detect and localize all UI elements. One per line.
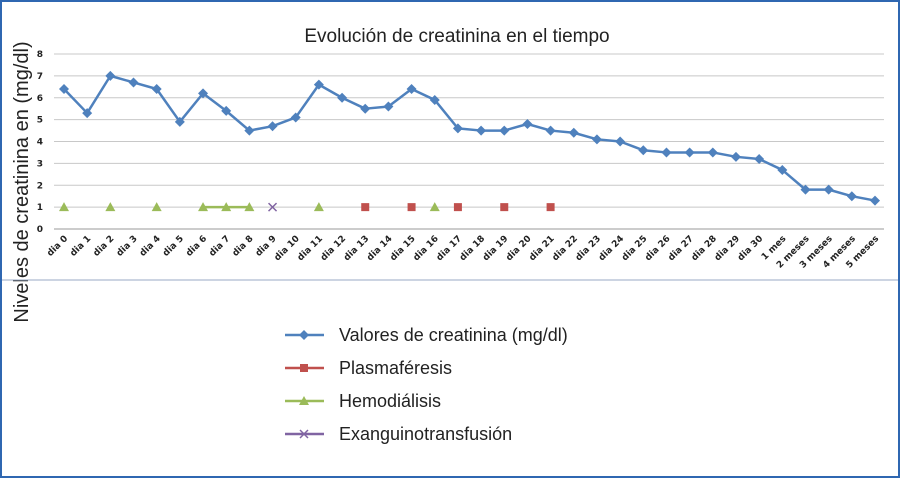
x-tick-label: dia 0 <box>45 234 70 259</box>
data-point <box>429 202 440 212</box>
data-point <box>105 202 116 212</box>
series <box>59 70 880 206</box>
data-point <box>499 125 510 136</box>
data-point <box>128 77 139 88</box>
y-tick-label: 6 <box>37 94 43 104</box>
data-point <box>82 108 93 119</box>
legend-label: Hemodiálisis <box>339 391 441 411</box>
data-point <box>707 147 718 158</box>
data-point <box>429 94 440 105</box>
data-point <box>299 396 309 405</box>
data-point <box>105 70 116 81</box>
data-point <box>361 203 370 212</box>
data-point <box>360 103 371 114</box>
data-point <box>299 330 309 340</box>
data-point <box>823 184 834 195</box>
y-tick-label: 0 <box>37 225 43 235</box>
legend-label: Exanguinotransfusión <box>339 424 512 444</box>
data-point <box>545 125 556 136</box>
y-tick-label: 8 <box>37 50 43 60</box>
y-tick-labels: 0 1 2 3 4 5 6 7 8 <box>37 50 43 235</box>
y-tick-label: 1 <box>37 203 43 213</box>
data-point <box>870 195 880 206</box>
series <box>268 202 278 212</box>
data-point <box>221 105 232 116</box>
data-point <box>754 154 765 164</box>
data-point <box>300 364 308 372</box>
y-tick-label: 7 <box>37 72 43 82</box>
data-point <box>591 134 602 145</box>
data-point <box>59 202 69 212</box>
data-point <box>452 123 463 134</box>
legend-item: Hemodiálisis <box>285 391 441 411</box>
y-tick-label: 5 <box>37 116 43 126</box>
data-point <box>267 121 278 132</box>
data-point <box>777 164 788 175</box>
x-tick-label: dia 4 <box>138 234 163 259</box>
y-tick-label: 2 <box>37 181 43 191</box>
chart-title: Evolución de creatinina en el tiempo <box>304 26 609 47</box>
data-point <box>290 112 301 123</box>
data-point <box>299 429 309 439</box>
x-tick-label: dia 5 <box>161 234 186 259</box>
x-tick-label: dia 7 <box>208 234 233 259</box>
y-tick-label: 4 <box>37 138 43 148</box>
data-point <box>453 203 462 212</box>
legend-item: Exanguinotransfusión <box>285 424 512 444</box>
x-tick-label: dia 1 <box>69 234 94 259</box>
series <box>59 202 440 212</box>
legend-item: Plasmaféresis <box>285 358 452 378</box>
legend-label: Valores de creatinina (mg/dl) <box>339 325 568 345</box>
data-point <box>337 92 348 103</box>
data-point <box>244 125 255 136</box>
x-tick-label: dia 3 <box>115 234 140 259</box>
data-point <box>383 101 394 112</box>
data-point <box>730 151 741 162</box>
data-point <box>476 125 487 136</box>
data-point <box>522 119 533 129</box>
y-axis-label: Niveles de creatinina en (mg/dl) <box>11 41 33 322</box>
x-tick-label: dia 30 <box>736 234 765 263</box>
data-point <box>406 84 417 94</box>
x-tick-label: dia 2 <box>92 234 117 259</box>
x-tick-label: dia 8 <box>231 234 256 259</box>
data-point <box>568 127 579 138</box>
legend: Valores de creatinina (mg/dl) Plasmaféres… <box>285 325 568 444</box>
x-tick-label: dia 6 <box>184 234 209 259</box>
series-line <box>63 74 876 202</box>
data-point <box>638 145 649 156</box>
data-point <box>800 184 811 195</box>
data-point <box>174 116 185 127</box>
data-point <box>268 202 278 212</box>
gridlines <box>54 53 884 230</box>
series <box>361 203 555 212</box>
data-point <box>500 203 509 212</box>
data-point <box>59 84 69 94</box>
data-point <box>313 202 324 212</box>
legend-label: Plasmaféresis <box>339 358 452 378</box>
data-point <box>407 203 416 212</box>
data-point <box>198 88 209 99</box>
data-point <box>684 147 695 158</box>
data-point <box>661 147 672 158</box>
data-point <box>151 202 162 212</box>
data-point <box>615 136 626 147</box>
series-layer <box>59 70 880 212</box>
data-point <box>313 79 324 90</box>
data-point <box>221 202 232 212</box>
data-point <box>244 202 255 212</box>
data-point <box>846 191 857 202</box>
data-point <box>198 202 209 212</box>
data-point <box>151 84 162 94</box>
data-point <box>546 203 555 212</box>
legend-item: Valores de creatinina (mg/dl) <box>285 325 568 345</box>
y-tick-label: 3 <box>37 159 43 169</box>
